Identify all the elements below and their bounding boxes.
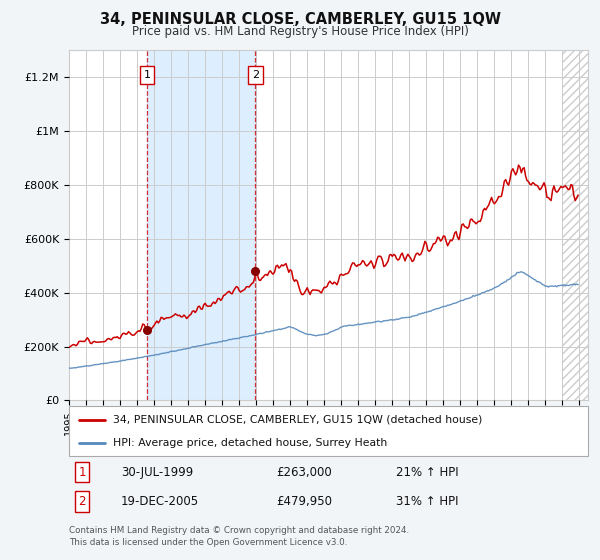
Text: 21% ↑ HPI: 21% ↑ HPI [396,465,458,479]
Text: HPI: Average price, detached house, Surrey Heath: HPI: Average price, detached house, Surr… [113,438,388,448]
Text: 1: 1 [78,465,86,479]
Bar [147,50,256,400]
Text: 1: 1 [143,69,151,80]
Text: 19-DEC-2005: 19-DEC-2005 [121,495,199,508]
Text: 2: 2 [78,495,86,508]
Bar [562,50,588,400]
Bar [562,50,588,400]
Text: £479,950: £479,950 [277,495,332,508]
Text: 2: 2 [252,69,259,80]
Text: Price paid vs. HM Land Registry's House Price Index (HPI): Price paid vs. HM Land Registry's House … [131,25,469,38]
Text: 34, PENINSULAR CLOSE, CAMBERLEY, GU15 1QW: 34, PENINSULAR CLOSE, CAMBERLEY, GU15 1Q… [100,12,500,27]
FancyBboxPatch shape [69,406,588,456]
Text: Contains HM Land Registry data © Crown copyright and database right 2024.
This d: Contains HM Land Registry data © Crown c… [69,526,409,547]
Bar [562,50,588,400]
Text: 31% ↑ HPI: 31% ↑ HPI [396,495,458,508]
Text: £263,000: £263,000 [277,465,332,479]
Text: 34, PENINSULAR CLOSE, CAMBERLEY, GU15 1QW (detached house): 34, PENINSULAR CLOSE, CAMBERLEY, GU15 1Q… [113,414,482,424]
Text: 30-JUL-1999: 30-JUL-1999 [121,465,193,479]
